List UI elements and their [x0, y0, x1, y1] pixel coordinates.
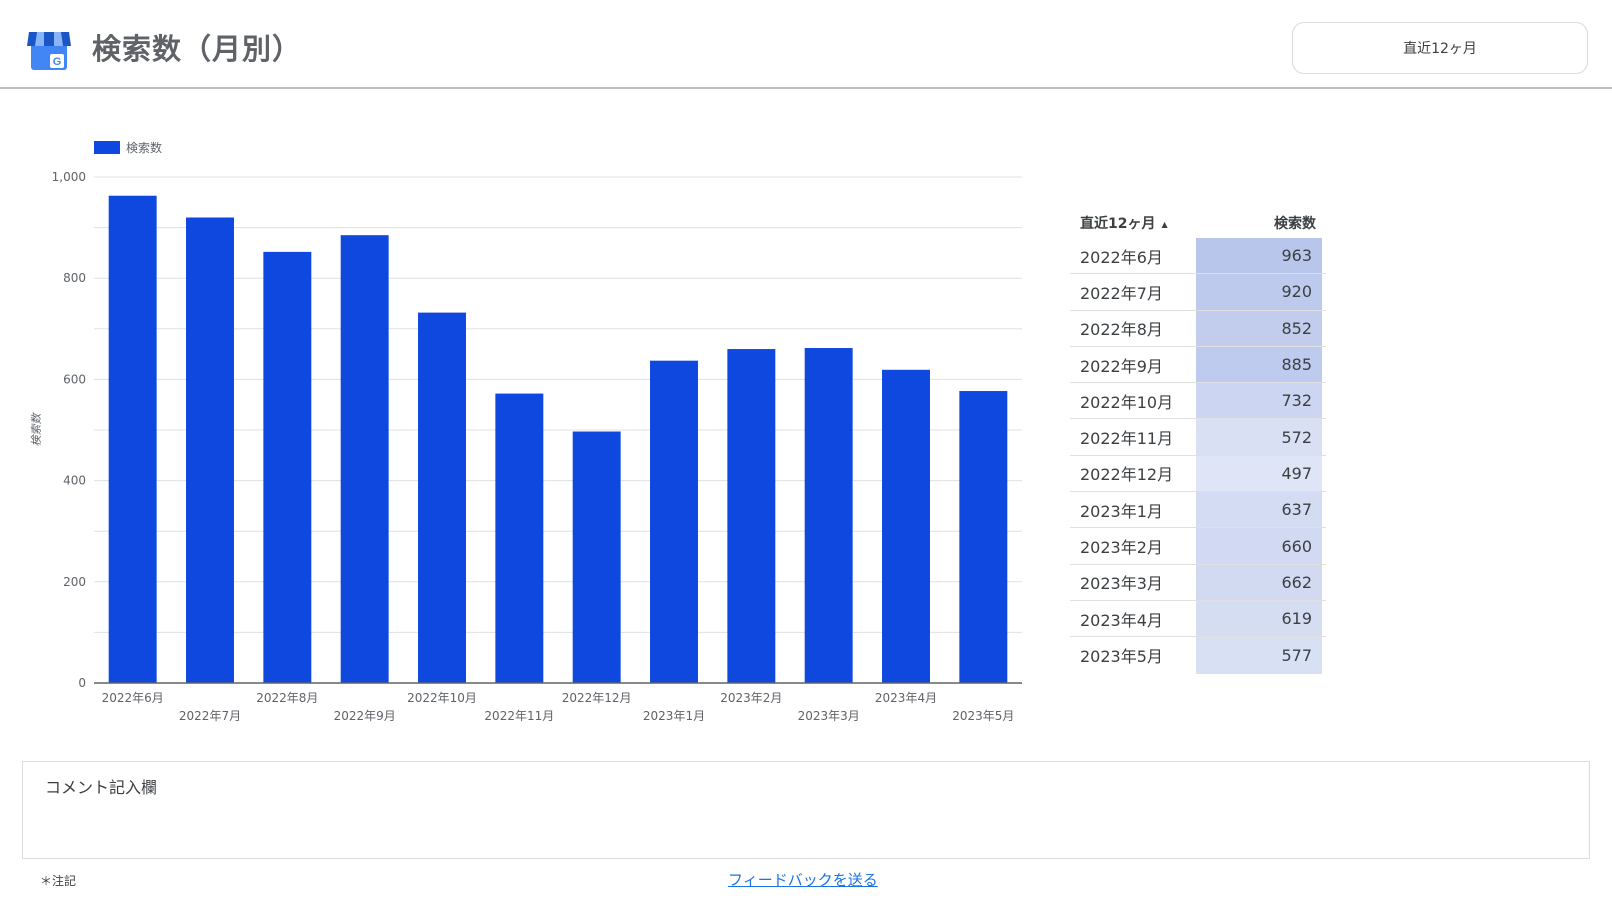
y-axis-label: 検索数	[30, 412, 43, 447]
x-tick-label: 2022年10月	[407, 691, 477, 705]
month-cell: 2023年2月	[1080, 538, 1163, 558]
bar-chart: 0 200 400 600 800 1,000 検索数 2022年6月 2022年7月 2022年…	[0, 120, 1050, 740]
month-column-header[interactable]: 直近12ヶ月 ▲	[1080, 216, 1168, 232]
y-tick-label: 200	[63, 575, 86, 589]
bar	[572, 431, 621, 683]
table-row: 2023年1月 637	[1070, 492, 1326, 529]
y-tick-label: 0	[78, 676, 86, 690]
month-cell: 2022年6月	[1080, 247, 1163, 267]
month-cell: 2022年12月	[1080, 465, 1174, 485]
comment-label: コメント記入欄	[45, 778, 158, 797]
x-tick-label: 2022年11月	[484, 709, 554, 723]
table-row: 2023年3月 662	[1070, 564, 1326, 601]
x-tick-label: 2022年7月	[179, 709, 241, 723]
y-tick-label: 800	[63, 271, 86, 285]
google-business-profile-icon: G	[27, 32, 71, 70]
svg-text:G: G	[53, 56, 62, 68]
value-cell: 852	[1196, 310, 1322, 346]
value-cell: 662	[1196, 564, 1322, 600]
x-tick-label: 2022年12月	[562, 691, 632, 705]
bar	[340, 235, 389, 683]
table-row: 2022年6月 963	[1070, 238, 1326, 275]
value-cell: 637	[1196, 492, 1322, 528]
feedback-link[interactable]: フィードバックを送る	[728, 871, 878, 889]
footnote: ＊注記	[40, 874, 77, 888]
y-tick-label: 1,000	[52, 170, 86, 184]
page-title: 検索数（月別）	[92, 32, 303, 66]
table-row: 2022年8月 852	[1070, 310, 1326, 347]
month-cell: 2022年9月	[1080, 356, 1163, 376]
bar	[650, 360, 698, 683]
x-tick-label: 2022年6月	[102, 691, 164, 705]
x-tick-label: 2023年1月	[643, 709, 705, 723]
value-cell: 572	[1196, 419, 1322, 455]
month-cell: 2023年3月	[1080, 574, 1163, 594]
month-cell: 2022年8月	[1080, 320, 1163, 340]
data-table: 直近12ヶ月 ▲ 検索数 2022年6月 963 2022年7月 920 2022年8月 8…	[1070, 208, 1326, 674]
bar	[108, 195, 157, 684]
value-cell: 497	[1196, 455, 1322, 492]
header: G 検索数（月別） 直近12ヶ月	[0, 0, 1612, 89]
value-column-header[interactable]: 検索数	[1274, 216, 1316, 232]
value-cell: 963	[1196, 238, 1322, 274]
sort-ascending-icon[interactable]: ▲	[1161, 219, 1168, 229]
month-cell: 2023年1月	[1080, 501, 1163, 521]
table-row: 2023年4月 619	[1070, 600, 1326, 638]
bar	[882, 369, 930, 683]
table-row: 2023年2月 660	[1070, 528, 1326, 565]
legend-swatch	[94, 141, 120, 154]
x-tick-label: 2023年3月	[798, 709, 860, 723]
month-cell: 2023年4月	[1080, 610, 1163, 630]
x-tick-label: 2023年5月	[952, 709, 1014, 723]
table-row: 2022年11月 572	[1070, 419, 1326, 456]
value-cell: 577	[1196, 637, 1322, 674]
bar	[959, 391, 1008, 683]
value-cell: 885	[1196, 346, 1322, 383]
comment-box[interactable]: コメント記入欄	[22, 761, 1590, 859]
date-range-filter[interactable]: 直近12ヶ月	[1292, 22, 1588, 74]
value-cell: 660	[1196, 528, 1322, 564]
x-tick-label: 2023年2月	[720, 691, 782, 705]
x-tick-label: 2022年9月	[334, 709, 396, 723]
table-row: 2022年9月 885	[1070, 346, 1326, 384]
y-tick-label: 400	[63, 474, 86, 488]
bar	[727, 349, 776, 683]
month-cell: 2023年5月	[1080, 647, 1163, 667]
bar-chart-svg: 0 200 400 600 800 1,000 検索数 2022年6月 2022年7月 2022年…	[30, 140, 1022, 723]
table-row: 2022年10月 732	[1070, 383, 1326, 420]
table-row: 2022年12月 497	[1070, 455, 1326, 493]
table-row: 2023年5月 577	[1070, 637, 1326, 674]
month-cell: 2022年7月	[1080, 283, 1163, 303]
month-cell: 2022年11月	[1080, 429, 1174, 449]
bar	[804, 348, 853, 683]
x-tick-label: 2022年8月	[256, 691, 318, 705]
month-cell: 2022年10月	[1080, 392, 1174, 412]
bar	[495, 393, 544, 683]
value-cell: 920	[1196, 274, 1322, 310]
bar	[263, 251, 312, 683]
value-cell: 732	[1196, 383, 1322, 419]
legend-label: 検索数	[126, 140, 162, 155]
table-header: 直近12ヶ月 ▲ 検索数	[1070, 208, 1326, 238]
value-cell: 619	[1196, 600, 1322, 637]
x-tick-label: 2023年4月	[875, 691, 937, 705]
bar	[186, 217, 234, 683]
table-body: 2022年6月 963 2022年7月 920 2022年8月 852 2022年9月 885…	[1070, 238, 1326, 674]
table-row: 2022年7月 920	[1070, 274, 1326, 311]
y-tick-label: 600	[63, 372, 86, 386]
bar	[418, 312, 466, 683]
